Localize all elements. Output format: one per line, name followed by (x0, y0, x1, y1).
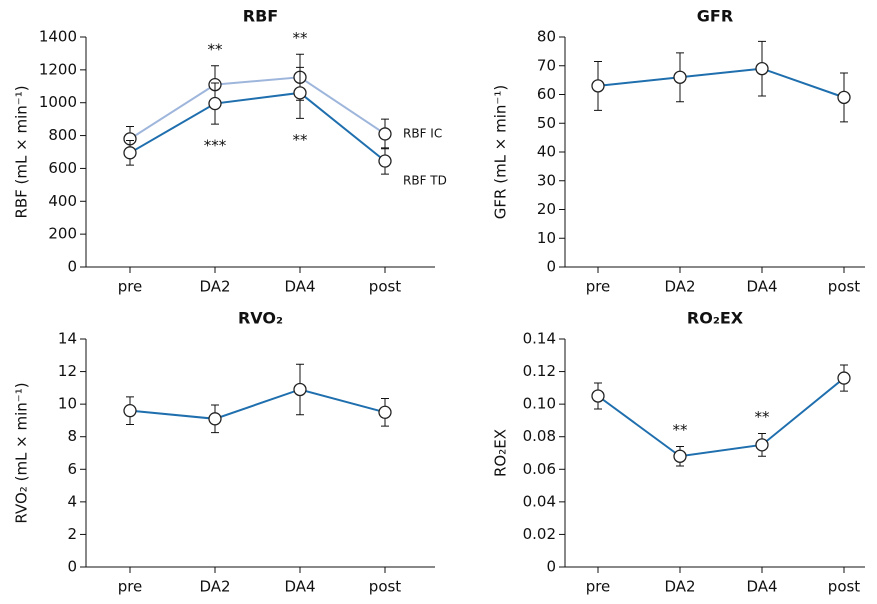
panel-title: RVO₂ (238, 309, 283, 328)
y-tick-label: 10 (58, 395, 77, 413)
y-tick-label: 0.08 (523, 427, 556, 445)
x-tick-label: DA4 (746, 578, 777, 596)
y-tick-label: 80 (537, 28, 556, 46)
data-point (293, 382, 307, 397)
x-tick-label: post (828, 578, 861, 596)
y-axis-label: RBF (mL × min⁻¹) (13, 85, 31, 218)
y-tick-label: 0.02 (523, 525, 556, 543)
y-tick-label: 50 (537, 114, 556, 132)
y-tick-label: 400 (48, 192, 77, 210)
y-tick-label: 60 (537, 85, 556, 103)
panel-title: RBF (243, 7, 278, 26)
y-tick-label: 10 (537, 229, 556, 247)
y-tick-label: 0.10 (523, 395, 556, 413)
significance-label: ** (293, 29, 309, 47)
y-tick-label: 1200 (39, 60, 77, 78)
data-point (378, 405, 392, 419)
y-tick-label: 40 (537, 143, 556, 161)
panel: RBF RBF (mL × min⁻¹) 0 200 400 600 800 1000 1200… (13, 7, 447, 296)
y-axis-label: RO₂EX (492, 429, 510, 477)
x-tick-label: post (369, 278, 402, 296)
y-tick-label: 0 (67, 258, 77, 276)
x-tick-label: DA4 (746, 278, 777, 296)
series-line (129, 91, 386, 162)
y-tick-label: 0 (546, 558, 556, 576)
x-tick-label: pre (586, 578, 611, 596)
y-tick-label: 600 (48, 159, 77, 177)
panel-title: GFR (697, 7, 733, 26)
data-point (755, 438, 769, 452)
y-tick-label: 20 (537, 200, 556, 218)
y-tick-label: 200 (48, 225, 77, 243)
y-tick-label: 0.14 (523, 330, 556, 348)
y-tick-label: 0.04 (523, 492, 556, 510)
x-tick-label: DA2 (664, 278, 695, 296)
significance-label: *** (204, 137, 227, 155)
data-point (673, 449, 687, 463)
legend-label: RBF IC (403, 126, 442, 140)
significance-label: ** (208, 40, 224, 58)
y-tick-label: 6 (67, 460, 77, 478)
x-tick-label: pre (118, 278, 143, 296)
x-tick-label: pre (586, 278, 611, 296)
y-tick-label: 0 (67, 558, 77, 576)
y-tick-label: 14 (58, 330, 77, 348)
x-tick-label: DA4 (284, 578, 315, 596)
data-point (293, 86, 307, 100)
data-point (673, 70, 687, 84)
panel: RVO₂ RVO₂ (mL × min⁻¹) 0 2 4 6 8 10 12 14 pre DA2 DA… (13, 309, 435, 596)
y-axis-label: RVO₂ (mL × min⁻¹) (13, 382, 31, 523)
data-point (755, 61, 769, 76)
panel: GFR GFR (mL × min⁻¹) 0 10 20 30 40 50 60 70 80 pre D… (492, 7, 865, 296)
data-point (123, 146, 137, 160)
series-line (129, 76, 386, 140)
series-line (597, 377, 845, 458)
x-tick-label: DA4 (284, 278, 315, 296)
data-point (378, 127, 392, 141)
significance-label: ** (673, 421, 689, 439)
y-tick-label: 8 (67, 427, 77, 445)
data-point (123, 404, 137, 418)
y-tick-label: 70 (537, 56, 556, 74)
significance-label: ** (755, 408, 771, 426)
panel-title: RO₂EX (687, 309, 744, 328)
significance-label: ** (293, 131, 309, 149)
legend-label: RBF TD (403, 174, 447, 188)
series-line (129, 388, 386, 420)
data-point (208, 96, 222, 111)
x-tick-label: DA2 (664, 578, 695, 596)
y-tick-label: 1400 (39, 28, 77, 46)
y-axis-label: GFR (mL × min⁻¹) (492, 85, 510, 219)
data-point (837, 371, 851, 385)
y-tick-label: 800 (48, 126, 77, 144)
x-tick-label: pre (118, 578, 143, 596)
panel: RO₂EX RO₂EX 0 0.02 0.04 0.06 0.08 0.10 0.12 0.14 p… (492, 309, 865, 596)
x-tick-label: post (369, 578, 402, 596)
y-tick-label: 1000 (39, 93, 77, 111)
data-point (378, 154, 392, 168)
y-tick-label: 0.06 (523, 460, 556, 478)
x-tick-label: DA2 (199, 578, 230, 596)
y-tick-label: 0.12 (523, 362, 556, 380)
data-point (837, 90, 851, 105)
y-tick-label: 4 (67, 492, 77, 510)
y-tick-label: 12 (58, 362, 77, 380)
y-tick-label: 0 (546, 258, 556, 276)
y-tick-label: 2 (67, 525, 77, 543)
y-tick-label: 30 (537, 171, 556, 189)
x-tick-label: post (828, 278, 861, 296)
data-point (591, 79, 605, 93)
data-point (208, 412, 222, 426)
data-point (591, 389, 605, 403)
x-tick-label: DA2 (199, 278, 230, 296)
series-line (597, 67, 845, 99)
